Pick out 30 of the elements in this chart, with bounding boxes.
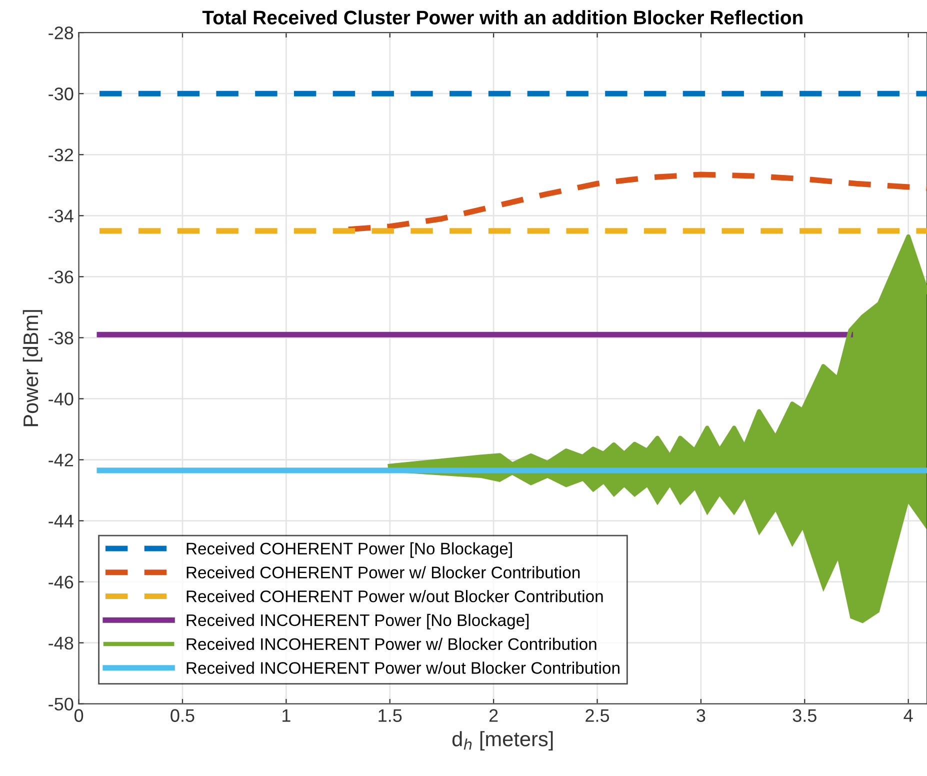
y-tick-label: -50 — [48, 698, 74, 711]
y-tick-label: -34 — [48, 210, 74, 222]
y-tick-label: -30 — [48, 88, 74, 100]
x-tick-label: 2 — [489, 709, 498, 722]
x-tick-label: 3.5 — [792, 709, 816, 722]
y-tick-label: -44 — [48, 514, 74, 528]
y-tick-label: -38 — [48, 332, 74, 344]
chart-title: Total Received Cluster Power with an addition Blocker Reflection — [202, 10, 802, 24]
x-tick-label: 0 — [74, 709, 84, 722]
legend-label: Received INCOHERENT Power w/ Blocker Contribution — [186, 638, 596, 650]
y-axis-title: Power [dBm] — [22, 310, 42, 426]
x-tick-label: 2.5 — [586, 709, 610, 722]
y-tick-label: -46 — [48, 576, 74, 589]
y-tick-label: -40 — [48, 392, 74, 406]
x-tick-label: 4 — [904, 709, 913, 722]
x-tick-label: 3 — [696, 709, 706, 722]
x-tick-label: 0.5 — [170, 709, 194, 722]
x-tick-label: 1.5 — [378, 709, 402, 722]
x-axis-title: d$_{h}$ [meters] — [452, 731, 553, 750]
y-tick-label: -36 — [48, 270, 74, 284]
legend-label: Received COHERENT Power w/ Blocker Contribution — [186, 566, 580, 578]
y-tick-label: -48 — [48, 636, 74, 650]
legend-label: Received INCOHERENT Power w/out Blocker Contribution — [186, 662, 620, 674]
legend-label: Received COHERENT Power w/out Blocker Contribution — [186, 590, 603, 602]
legend-label: Received COHERENT Power [No Blockage] — [186, 542, 512, 558]
legend-label: Received INCOHERENT Power [No Blockage] — [186, 614, 529, 630]
y-tick-label: -32 — [48, 148, 74, 162]
x-tick-label: 1 — [282, 709, 290, 722]
y-tick-label: -42 — [48, 454, 74, 466]
y-tick-label: -28 — [48, 26, 74, 40]
